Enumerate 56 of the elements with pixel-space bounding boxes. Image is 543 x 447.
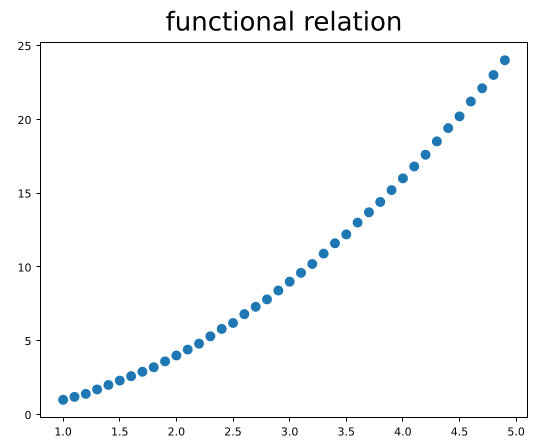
- point: [160, 356, 170, 366]
- point: [262, 294, 272, 304]
- point: [171, 350, 182, 360]
- point: [114, 376, 125, 386]
- point: [296, 268, 306, 278]
- x-tick-label: 4.5: [450, 426, 468, 438]
- point: [375, 196, 386, 207]
- point: [398, 173, 408, 184]
- x-tick-label: 3.5: [338, 426, 356, 438]
- x-tick-label: 3.0: [280, 426, 298, 438]
- point: [318, 248, 329, 259]
- x-tick-label: 2.0: [168, 426, 186, 438]
- point: [103, 380, 114, 390]
- point: [307, 258, 318, 269]
- point: [284, 276, 295, 287]
- point: [386, 185, 397, 196]
- x-tick-label: 2.5: [224, 426, 242, 438]
- y-tick-label: 0: [24, 409, 32, 422]
- x-tick-label: 4.0: [394, 426, 412, 438]
- y-tick-label: 25: [18, 40, 32, 53]
- point: [148, 362, 159, 372]
- point: [500, 55, 510, 66]
- point: [216, 324, 227, 334]
- point: [466, 96, 476, 107]
- point: [239, 309, 250, 320]
- x-tick-label: 5.0: [507, 426, 525, 438]
- point: [205, 331, 216, 342]
- point: [194, 338, 204, 349]
- point: [273, 286, 284, 296]
- point: [488, 70, 499, 80]
- point: [409, 162, 420, 172]
- point: [182, 344, 193, 355]
- point: [454, 111, 465, 122]
- y-tick-label: 20: [18, 114, 32, 127]
- point: [420, 150, 431, 160]
- point: [477, 83, 488, 94]
- point: [58, 394, 68, 405]
- point: [126, 371, 136, 382]
- point: [341, 229, 352, 240]
- point: [330, 238, 340, 248]
- point: [228, 318, 238, 328]
- point: [250, 302, 261, 312]
- chart-title: functional relation: [166, 8, 402, 38]
- y-tick-label: 5: [24, 335, 32, 348]
- point: [92, 384, 102, 394]
- point: [69, 392, 80, 402]
- point: [364, 207, 374, 218]
- point: [80, 388, 91, 399]
- point: [352, 218, 363, 228]
- x-tick-label: 1.0: [54, 426, 72, 438]
- y-tick-label: 10: [18, 261, 32, 274]
- x-tick-label: 1.5: [111, 426, 129, 438]
- point: [432, 136, 442, 146]
- point: [443, 123, 454, 134]
- point: [137, 366, 148, 377]
- y-tick-label: 15: [18, 188, 32, 201]
